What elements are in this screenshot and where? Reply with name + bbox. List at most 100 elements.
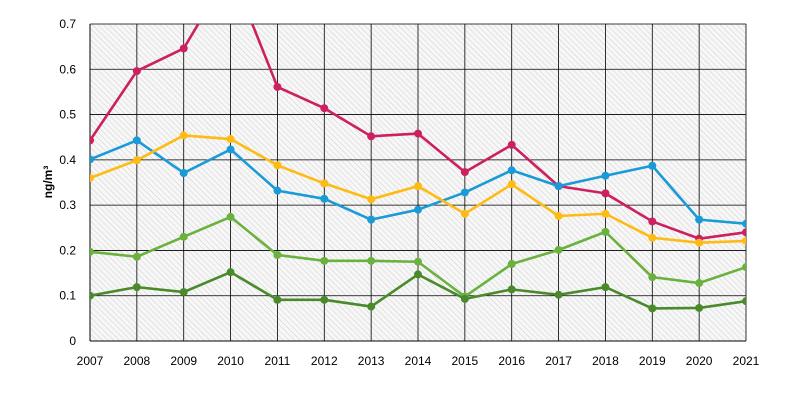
x-tick-labels: 2007 2008 2009 2010 2011 2012 2013 2014 2015 2016… [77, 354, 760, 368]
data-point [226, 135, 235, 144]
x-tick-label: 2011 [265, 354, 291, 368]
data-point [601, 171, 610, 180]
x-tick-label: 2016 [498, 354, 525, 368]
data-point [367, 195, 376, 204]
data-point [554, 245, 563, 254]
data-point [742, 219, 746, 228]
data-point [320, 179, 329, 188]
data-point [507, 166, 516, 175]
data-point [367, 132, 376, 141]
data-point [742, 236, 746, 245]
y-tick-label: 0.3 [59, 198, 76, 212]
x-tick-label: 2012 [311, 354, 338, 368]
x-tick-label: 2007 [77, 354, 104, 368]
data-point [460, 294, 469, 303]
x-tick-label: 2008 [124, 354, 151, 368]
x-tick-label: 2014 [405, 354, 432, 368]
data-point [507, 260, 516, 269]
data-point [90, 136, 94, 145]
data-point [554, 212, 563, 221]
y-tick-label: 0.7 [59, 17, 76, 31]
y-tick-label: 0.5 [59, 108, 76, 122]
data-point [90, 247, 94, 256]
y-axis-label: ng/m³ [41, 166, 55, 199]
data-point [648, 304, 657, 313]
x-tick-label: 2010 [217, 354, 244, 368]
data-point [460, 168, 469, 177]
data-point [320, 256, 329, 265]
data-point [273, 295, 282, 304]
x-tick-label: 2017 [545, 354, 572, 368]
data-point [742, 297, 746, 306]
data-point [414, 270, 422, 279]
series-group [90, 24, 746, 313]
data-point [273, 186, 282, 195]
data-point [414, 182, 422, 191]
data-point [742, 228, 746, 237]
data-point [179, 232, 188, 241]
data-point [179, 131, 188, 140]
data-point [648, 273, 657, 282]
data-point [367, 215, 376, 224]
data-point [414, 129, 422, 138]
data-point [226, 212, 235, 221]
data-point [648, 161, 657, 170]
data-point [226, 268, 235, 277]
data-point [90, 173, 94, 182]
data-point [132, 136, 141, 145]
data-point [132, 252, 141, 261]
x-tick-label: 2019 [639, 354, 666, 368]
data-point [90, 291, 94, 300]
x-tick-label: 2018 [592, 354, 619, 368]
data-point [601, 189, 610, 198]
data-point [601, 227, 610, 236]
data-point [554, 182, 563, 191]
data-point [273, 82, 282, 91]
x-tick-label: 2009 [170, 354, 197, 368]
data-point [695, 303, 704, 312]
data-point [695, 238, 704, 247]
x-tick-label: 2020 [686, 354, 713, 368]
data-point [695, 279, 704, 288]
data-point [132, 283, 141, 292]
data-point [179, 44, 188, 53]
data-point [460, 188, 469, 197]
data-point [179, 168, 188, 177]
data-point [742, 263, 746, 272]
series-5 [90, 268, 746, 313]
data-point [648, 217, 657, 226]
data-point [320, 104, 329, 113]
data-point [507, 285, 516, 294]
data-point [132, 67, 141, 76]
data-point [414, 257, 422, 266]
data-point [367, 256, 376, 265]
data-point [179, 288, 188, 297]
y-tick-label: 0.4 [59, 153, 76, 167]
data-point [273, 161, 282, 170]
x-tick-label: 2013 [358, 354, 385, 368]
data-point [226, 145, 235, 154]
series-2 [90, 136, 746, 228]
data-point [695, 215, 704, 224]
data-point [273, 250, 282, 259]
axes [89, 24, 746, 342]
x-tick-label: 2021 [733, 354, 760, 368]
y-tick-label: 0.2 [59, 243, 76, 257]
data-point [320, 194, 329, 203]
data-point [414, 205, 422, 214]
data-point [648, 233, 657, 242]
data-point [460, 209, 469, 218]
x-tick-label: 2015 [452, 354, 479, 368]
y-tick-label: 0.1 [59, 289, 76, 303]
data-point [507, 140, 516, 149]
data-point [132, 156, 141, 165]
data-point [601, 283, 610, 292]
data-point [367, 302, 376, 311]
series-3 [90, 131, 746, 247]
data-point [320, 295, 329, 304]
data-point [507, 180, 516, 189]
data-point [90, 155, 94, 164]
data-point [554, 290, 563, 299]
data-point [601, 209, 610, 218]
